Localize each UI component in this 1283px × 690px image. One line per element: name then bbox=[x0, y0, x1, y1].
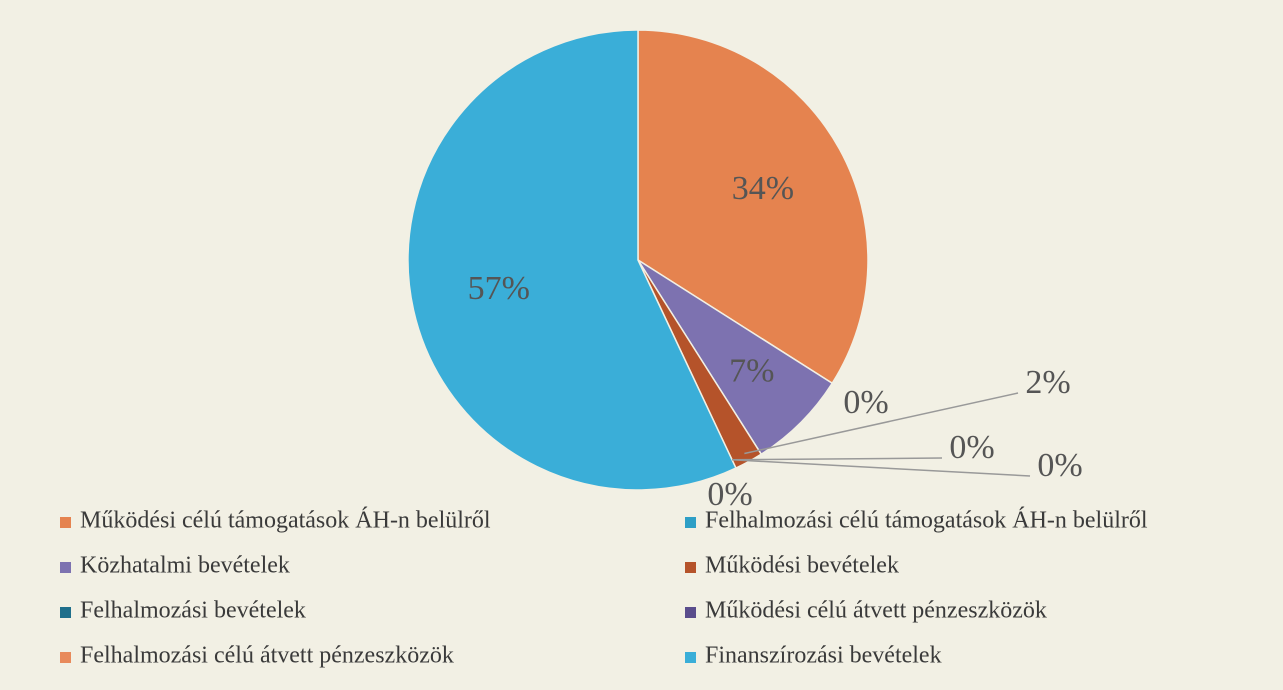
legend-swatch bbox=[60, 517, 71, 528]
data-label: 7% bbox=[729, 353, 774, 390]
leader-line bbox=[731, 459, 1031, 477]
legend-label: Működési bevételek bbox=[705, 553, 899, 579]
pie-slice bbox=[637, 259, 834, 456]
data-label: 0% bbox=[707, 476, 752, 513]
legend-label: Működési célú támogatások ÁH-n belülről bbox=[80, 508, 491, 534]
legend-swatch bbox=[685, 517, 696, 528]
legend-label: Felhalmozási célú átvett pénzeszközök bbox=[80, 643, 454, 669]
data-label: 0% bbox=[949, 429, 994, 466]
legend-swatch bbox=[60, 607, 71, 618]
data-label: 57% bbox=[468, 270, 530, 307]
legend-swatch bbox=[60, 562, 71, 573]
leader-line bbox=[732, 457, 943, 461]
data-label: 0% bbox=[843, 384, 888, 421]
legend-label: Finanszírozási bevételek bbox=[705, 643, 942, 669]
data-label: 0% bbox=[1037, 447, 1082, 484]
legend-swatch bbox=[685, 562, 696, 573]
legend-label: Közhatalmi bevételek bbox=[80, 553, 290, 579]
leader-line bbox=[744, 392, 1019, 455]
pie-slice bbox=[407, 29, 737, 491]
legend-label: Működési célú átvett pénzeszközök bbox=[705, 598, 1047, 624]
pie-slice bbox=[637, 29, 869, 385]
legend-swatch bbox=[60, 652, 71, 663]
legend-label: Felhalmozási bevételek bbox=[80, 598, 306, 624]
data-label: 2% bbox=[1025, 364, 1070, 401]
legend-swatch bbox=[685, 652, 696, 663]
legend-label: Felhalmozási célú támogatások ÁH-n belül… bbox=[705, 508, 1148, 534]
data-label: 34% bbox=[732, 170, 794, 207]
legend-swatch bbox=[685, 607, 696, 618]
